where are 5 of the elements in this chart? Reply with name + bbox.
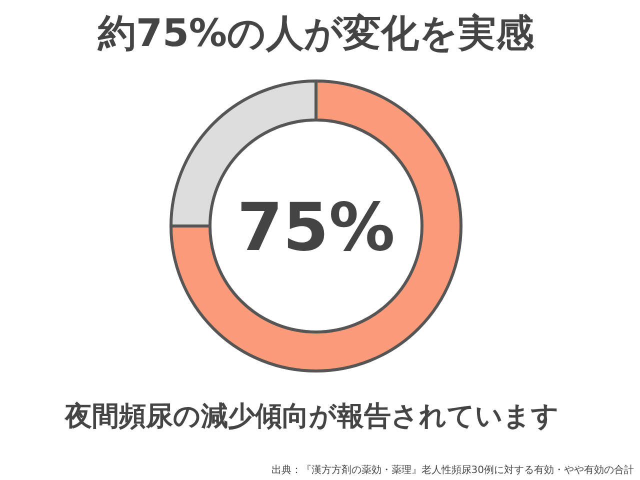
- donut-slice: [170, 80, 462, 372]
- source-note: 出典：『漢方方剤の薬効・薬理』老人性頻尿30例に対する有効・やや有効の合計: [271, 464, 634, 476]
- chart-title: 約75%の人が変化を実感: [97, 11, 535, 55]
- data-label: 75%: [237, 189, 395, 266]
- text: 夜間頻尿の減少傾向が報告されています: [64, 401, 559, 432]
